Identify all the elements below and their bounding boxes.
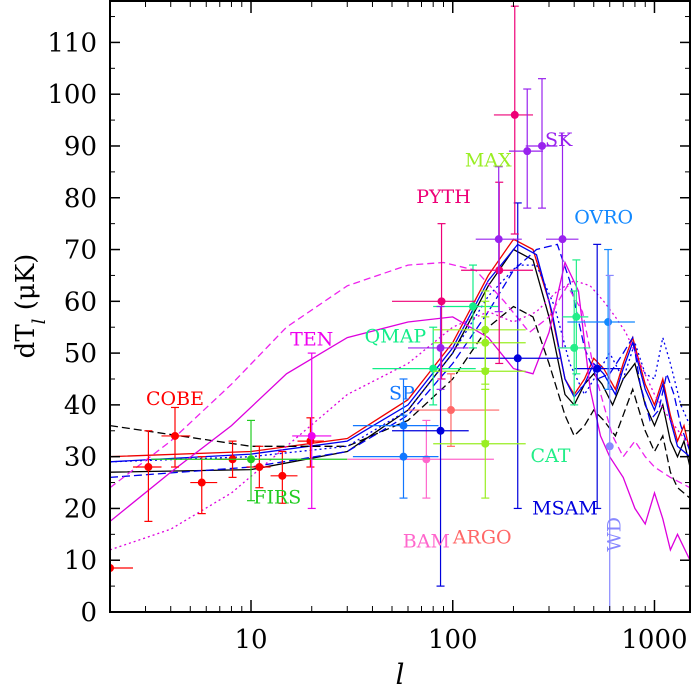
data-point-sp <box>352 414 439 499</box>
data-marker <box>604 318 613 327</box>
y-tick-label: 90 <box>64 132 97 162</box>
experiment-label-ovro: OVRO <box>574 207 633 229</box>
x-tick-label: 10 <box>234 625 267 655</box>
data-point-sk <box>525 78 558 209</box>
data-marker <box>494 235 503 244</box>
y-tick-label: 100 <box>47 80 97 110</box>
data-marker <box>171 431 180 440</box>
data-point-pyth <box>493 5 534 235</box>
data-point-cobe <box>190 456 218 515</box>
data-point-argo <box>407 373 500 447</box>
data-point-max <box>433 316 526 442</box>
y-tick-label: 10 <box>64 546 97 576</box>
data-marker <box>197 478 206 487</box>
y-tick-label: 30 <box>64 443 97 473</box>
experiment-label-qmap: QMAP <box>365 326 427 348</box>
data-point-bam <box>347 419 494 499</box>
data-point-firs <box>151 419 348 502</box>
theory-curve-model-dotted-magenta <box>110 279 690 551</box>
data-marker <box>481 325 490 334</box>
data-point-msam <box>574 243 621 510</box>
theory-curve-model-dashed-blue <box>110 243 690 479</box>
experiment-label-msam: MSAM <box>532 498 598 520</box>
y-axis-label-main: dT <box>11 324 41 359</box>
y-axis-label-unit: (μK) <box>11 254 41 319</box>
data-marker <box>523 147 532 156</box>
y-tick-label: 0 <box>80 598 97 628</box>
data-point-sp <box>352 378 439 458</box>
x-tick-label: 100 <box>428 625 478 655</box>
data-point-max <box>433 388 526 499</box>
y-axis-label: dTl (μK) <box>11 254 50 359</box>
experiment-label-wd: WD <box>604 517 626 552</box>
data-point-qmap <box>372 326 476 406</box>
y-tick-label: 110 <box>47 28 97 58</box>
data-point-cobe <box>161 406 191 468</box>
y-tick-label: 70 <box>64 236 97 266</box>
y-tick-label: 80 <box>64 184 97 214</box>
data-marker <box>572 312 581 321</box>
data-point-sk <box>475 166 522 313</box>
data-marker <box>144 463 153 472</box>
data-marker <box>570 343 579 352</box>
data-marker <box>481 439 490 448</box>
plot-frame <box>109 0 691 613</box>
data-marker <box>247 455 256 464</box>
data-marker <box>399 421 408 430</box>
y-tick-label: 50 <box>64 339 97 369</box>
data-marker <box>510 110 519 119</box>
data-point-msam <box>468 202 560 510</box>
data-point-qmap <box>433 264 500 349</box>
data-point-sk <box>407 305 469 390</box>
y-axis-label-subscript: l <box>29 318 50 324</box>
theory-curve-model-dashed-black <box>110 305 690 499</box>
experiment-label-firs: FIRS <box>253 486 301 508</box>
x-tick-label: 1000 <box>621 625 687 655</box>
theory-curve-model-solid-blue <box>110 243 690 463</box>
data-point-cobe <box>132 430 162 522</box>
data-point-max <box>433 290 526 370</box>
data-marker <box>278 471 287 480</box>
data-marker <box>605 442 614 451</box>
data-marker <box>255 463 264 472</box>
data-marker <box>437 297 446 306</box>
data-marker <box>436 426 445 435</box>
data-marker <box>593 364 602 373</box>
data-marker <box>307 431 316 440</box>
data-point-cat <box>557 290 591 406</box>
data-marker <box>513 354 522 363</box>
experiment-label-cobe: COBE <box>146 388 204 410</box>
y-tick-label: 20 <box>64 494 97 524</box>
data-point-cat <box>562 259 589 375</box>
data-point-wd <box>605 274 614 612</box>
y-tick-label: 60 <box>64 287 97 317</box>
experiment-label-ten: TEN <box>290 328 333 350</box>
experiment-label-pyth: PYTH <box>416 186 471 208</box>
experiment-label-sk: SK <box>545 129 573 151</box>
y-tick-label: 40 <box>64 391 97 421</box>
experiment-label-cat: CAT <box>530 445 570 467</box>
data-marker <box>446 406 455 415</box>
data-marker <box>468 302 477 311</box>
data-point-pyth <box>392 223 476 380</box>
experiment-label-argo: ARGO <box>452 527 512 549</box>
theory-curve-model-solid-magenta <box>110 260 690 561</box>
experiment-label-bam: BAM <box>403 530 450 552</box>
data-marker <box>538 141 547 150</box>
experiment-label-sp: SP <box>389 383 415 405</box>
theory-curve-model-dotted-blue <box>110 264 690 463</box>
experiment-label-max: MAX <box>465 150 512 172</box>
x-axis-label: l <box>396 658 405 691</box>
data-point-sk <box>508 88 543 209</box>
data-marker <box>436 343 445 352</box>
data-point-cobe <box>270 450 298 504</box>
theory-curve-model-dashed-magenta <box>110 261 690 489</box>
data-marker <box>558 235 567 244</box>
data-point-ten <box>292 352 332 510</box>
data-point-msam <box>392 368 469 587</box>
